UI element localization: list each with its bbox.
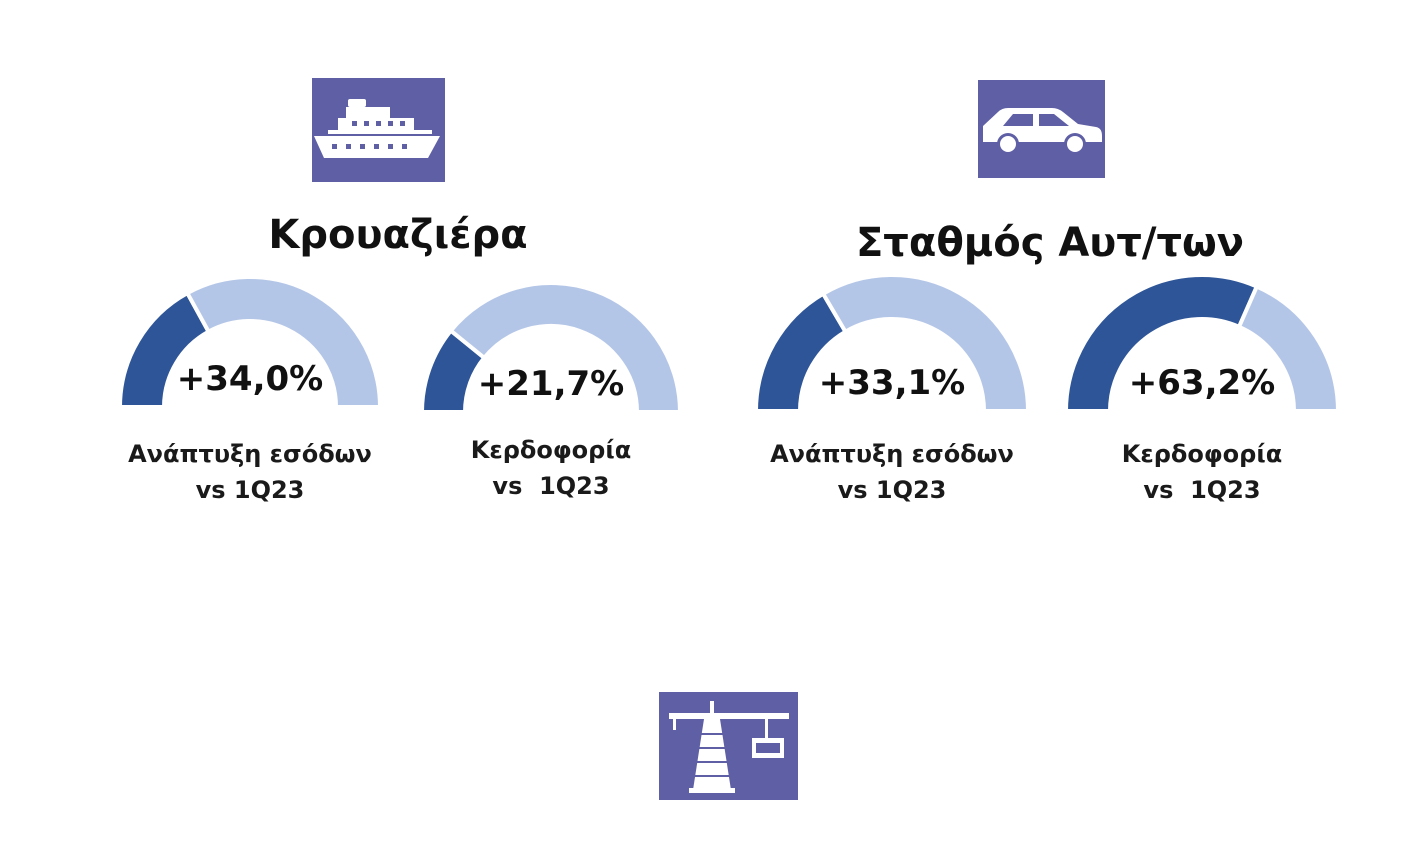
gauge-value-label: +33,1% — [819, 363, 965, 403]
gauge-caption-line1: Ανάπτυξη εσόδων — [128, 440, 372, 468]
gauge-remaining-arc — [448, 281, 683, 414]
gauge-remaining-arc — [820, 273, 1031, 413]
gauge-caption-line2: vs 1Q23 — [492, 472, 610, 500]
ship-icon — [312, 78, 445, 182]
gauge-remaining-arc — [1236, 283, 1341, 413]
car-icon — [978, 80, 1105, 178]
gauge-caption: Κερδοφορία vs 1Q23 — [391, 432, 711, 504]
gauge-caption: Ανάπτυξη εσόδων vs 1Q23 — [90, 436, 410, 508]
crane-icon — [659, 692, 798, 800]
gauge-value-label: +63,2% — [1129, 363, 1275, 403]
gauge-value-label: +21,7% — [478, 364, 624, 404]
gauge-caption-line1: Κερδοφορία — [470, 436, 632, 464]
gauge-caption-line1: Κερδοφορία — [1121, 440, 1283, 468]
gauge-caption-line2: vs 1Q23 — [195, 476, 305, 504]
gauge-caption: Κερδοφορία vs 1Q23 — [1042, 436, 1362, 508]
gauge-caption-line2: vs 1Q23 — [837, 476, 947, 504]
gauge-value-label: +34,0% — [177, 359, 323, 399]
section-title-parking: Σταθμός Αυτ/των — [855, 220, 1244, 266]
gauge-caption-line2: vs 1Q23 — [1143, 476, 1261, 504]
gauge-caption: Ανάπτυξη εσόδων vs 1Q23 — [732, 436, 1052, 508]
gauge-filled-arc — [1063, 273, 1260, 413]
section-title-cruise: Κρουαζιέρα — [268, 212, 528, 258]
gauge-caption-line1: Ανάπτυξη εσόδων — [770, 440, 1014, 468]
gauge-remaining-arc — [184, 275, 383, 409]
